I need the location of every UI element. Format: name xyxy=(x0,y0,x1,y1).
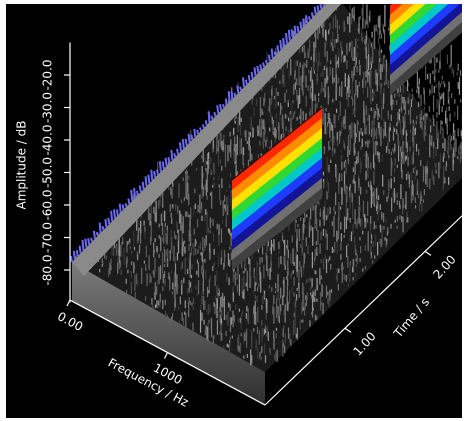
ridge-spike xyxy=(117,209,118,215)
ridge-spike xyxy=(108,218,109,224)
ridge-spike xyxy=(125,203,126,206)
ridge-spike xyxy=(85,239,86,248)
ridge-spike xyxy=(254,67,255,75)
ridge-spike xyxy=(240,87,241,90)
ridge-spike xyxy=(275,51,276,55)
ridge-spike xyxy=(191,135,192,140)
ridge-spike xyxy=(146,176,147,186)
ridge-spike xyxy=(174,153,175,157)
ridge-spike xyxy=(286,33,287,44)
ridge-spike xyxy=(97,232,98,236)
ridge-spike xyxy=(289,30,290,41)
z-tick-label: -50.0 xyxy=(41,157,55,188)
ridge-spike xyxy=(91,238,92,242)
ridge-spike xyxy=(114,209,115,218)
ridge-spike xyxy=(280,40,281,49)
ridge-spike xyxy=(111,211,112,221)
ridge-spike xyxy=(269,55,270,61)
ridge-spike xyxy=(94,231,95,239)
z-tick-label: -60.0 xyxy=(41,189,55,220)
ridge-spike xyxy=(197,130,198,134)
ridge-spike xyxy=(120,204,121,213)
ridge-spike xyxy=(157,170,158,175)
ridge-spike xyxy=(183,139,184,148)
ridge-spike xyxy=(123,204,124,209)
ridge-spike xyxy=(171,150,172,160)
ridge-spike xyxy=(88,238,89,244)
ridge-spike xyxy=(257,66,258,73)
chart: -20.0-30.0-40.0-50.0-60.0-70.0-80.00.001… xyxy=(0,0,466,421)
ridge-spike xyxy=(217,105,218,113)
ridge-spike xyxy=(263,63,264,67)
ridge-spike xyxy=(226,98,227,104)
ridge-spike xyxy=(71,256,72,262)
ridge-spike xyxy=(243,77,244,87)
ridge-spike xyxy=(131,190,132,201)
ridge-spike xyxy=(163,162,164,169)
ridge-spike xyxy=(318,6,319,12)
ridge-spike xyxy=(223,104,224,107)
ridge-spike xyxy=(303,19,304,27)
ridge-spike xyxy=(315,7,316,15)
ridge-spike xyxy=(234,93,235,96)
ridge-spike xyxy=(186,139,187,146)
z-tick-label: -40.0 xyxy=(41,124,55,155)
ridge-spike xyxy=(137,191,138,195)
ridge-spike xyxy=(323,0,324,6)
ridge-spike xyxy=(292,29,293,37)
z-axis-title: Amplitude / dB xyxy=(15,120,29,209)
ridge-spike xyxy=(168,157,169,163)
ridge-spike xyxy=(249,75,250,81)
ridge-spike xyxy=(105,219,106,227)
ridge-spike xyxy=(297,26,298,32)
ridge-spike xyxy=(211,116,212,120)
ridge-spike xyxy=(283,38,284,46)
z-tick-label: -30.0 xyxy=(41,92,55,123)
ridge-spike xyxy=(200,128,201,131)
ridge-spike xyxy=(166,158,167,166)
ridge-spike xyxy=(229,91,230,102)
ridge-spike xyxy=(260,64,261,69)
ridge-spike xyxy=(148,175,149,184)
ridge-spike xyxy=(309,16,310,20)
ridge-spike xyxy=(232,91,233,99)
ridge-spike xyxy=(266,60,267,64)
ridge-spike xyxy=(209,112,210,123)
ridge-spike xyxy=(194,129,195,137)
z-tick-label: -20.0 xyxy=(41,59,55,90)
ridge-spike xyxy=(180,142,181,151)
ridge-spike xyxy=(160,161,161,171)
ridge-spike xyxy=(272,49,273,59)
ridge-spike xyxy=(177,149,178,154)
ridge-spike xyxy=(252,72,253,79)
ridge-spike xyxy=(237,85,238,93)
ridge-spike xyxy=(77,250,78,256)
ridge-spike xyxy=(103,226,104,230)
ridge-spike xyxy=(295,26,296,35)
ridge-spike xyxy=(206,120,207,125)
ridge-spike xyxy=(151,170,152,181)
ridge-spike xyxy=(154,171,155,177)
ridge-spike xyxy=(74,251,75,259)
ridge-spike xyxy=(140,186,141,192)
z-tick-label: -80.0 xyxy=(41,254,55,285)
ridge-spike xyxy=(82,240,83,250)
ridge-spike xyxy=(214,112,215,116)
ridge-spike xyxy=(326,0,327,3)
ridge-spike xyxy=(306,15,307,23)
ridge-spike xyxy=(100,223,101,233)
ridge-spike xyxy=(277,45,278,52)
ridge-spike xyxy=(312,12,313,17)
ridge-spike xyxy=(134,188,135,198)
ridge-spike xyxy=(246,80,247,85)
ridge-spike xyxy=(189,134,190,143)
ridge-spike xyxy=(80,246,81,254)
ridge-spike xyxy=(128,199,129,204)
ridge-spike xyxy=(320,4,321,9)
ridge-spike xyxy=(300,22,301,29)
z-tick-label: -70.0 xyxy=(41,222,55,253)
ridge-spike xyxy=(143,182,144,189)
ridge-spike xyxy=(220,104,221,110)
ridge-spike xyxy=(203,125,204,129)
